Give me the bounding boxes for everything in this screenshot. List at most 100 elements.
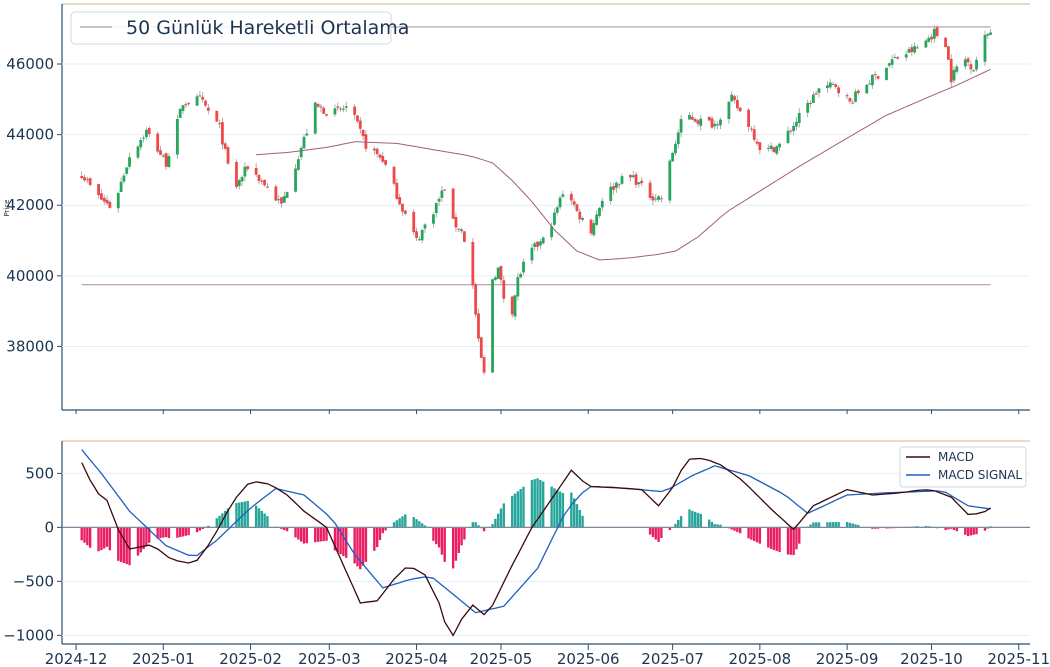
candle-body [887,63,891,66]
candle-body [364,134,368,149]
histogram-bar [556,489,559,528]
candle-body [671,152,675,162]
histogram-bar [916,526,919,528]
histogram-bar [570,492,573,528]
candle-body [972,70,976,72]
candle-body [578,211,582,220]
candle-body [890,59,894,65]
candle-body [510,296,514,315]
candle-body [778,143,781,148]
candle-body [378,154,382,158]
histogram-bar [128,527,131,566]
price-legend-label: 50 Günlük Hareketli Ortalama [126,17,409,39]
x-tick-label: 2025-06 [557,650,620,667]
histogram-bar [769,527,773,549]
candle-body [679,119,683,133]
candle-body [806,102,810,113]
candle-body [716,124,720,126]
candle-body [479,337,483,358]
macd-histogram [80,478,992,570]
candle-body [963,59,967,67]
candle-body [696,120,700,124]
histogram-bar [792,527,795,556]
candle-body [282,196,286,203]
x-tick-label: 2025-08 [729,650,792,667]
candle-body [989,32,993,35]
histogram-bar [496,513,500,528]
candle-body [164,153,168,167]
histogram-bar [280,527,283,529]
histogram-bar [100,527,103,551]
candle-body [237,180,241,187]
histogram-bar [378,527,382,541]
candle-body [983,34,987,62]
candle-body [358,120,362,129]
histogram-bar [254,505,258,528]
candle-body [648,182,652,198]
histogram-bar [108,527,112,551]
candle-body [851,102,855,104]
candle-body [713,123,717,127]
candle-body [322,107,326,114]
histogram-bar [395,520,399,528]
candle-body [654,198,658,200]
candle-body [845,95,849,97]
candle-body [758,142,762,151]
histogram-bar [708,519,711,528]
candle-body [263,179,267,186]
histogram-bar [325,527,328,541]
candle-body [651,196,655,201]
candle-body [710,118,714,128]
candle-body [499,265,503,280]
histogram-bar [876,527,880,529]
histogram-bar [418,521,421,528]
candle-body [676,132,680,145]
histogram-bar [97,527,100,552]
x-tick-label: 2025-09 [816,650,879,667]
histogram-bar [302,527,306,544]
candle-body [553,212,556,225]
price-panel: 38000 40000 42000 44000 46000 Price 50 Günlü… [3,3,1030,411]
histogram-bar [364,527,368,562]
histogram-bar [319,527,323,542]
histogram-bar [541,481,545,528]
price-grid [62,63,1030,347]
candle-body [80,175,84,179]
histogram-bar [215,518,218,528]
macd-y-ticks: −1000 −500 0 500 [3,464,62,644]
candle-body [181,105,185,111]
candle-body [145,129,148,138]
histogram-bar [285,527,289,532]
histogram-bar [375,527,379,548]
candle-body [530,247,534,261]
histogram-bar [167,527,171,539]
candle-body [620,176,624,184]
histogram-bar [581,515,584,528]
macd-panel: −1000 −500 0 500 MACD MACD SIGNAL [3,440,1030,645]
histogram-bar [578,509,581,528]
candle-body [690,116,694,120]
candle-body [747,109,751,127]
candle-body [927,37,931,42]
candle-body [949,58,953,83]
histogram-bar [297,527,300,540]
histogram-bar [733,527,736,531]
histogram-bar [384,527,387,531]
candle-body [417,239,421,241]
macd-legend-box [899,446,1027,488]
candle-body [356,115,359,122]
histogram-bar [966,527,970,537]
histogram-bar [80,527,83,541]
candle-body [913,46,917,53]
histogram-bar [530,480,534,528]
candle-body [392,166,396,184]
histogram-bar [423,525,427,528]
candle-body [617,184,621,186]
candle-body [674,143,677,154]
candle-body [266,186,269,188]
candle-body [572,201,576,205]
macd-legend-label-signal: MACD SIGNAL [938,468,1022,482]
histogram-bar [502,503,505,528]
candle-body [491,279,494,373]
